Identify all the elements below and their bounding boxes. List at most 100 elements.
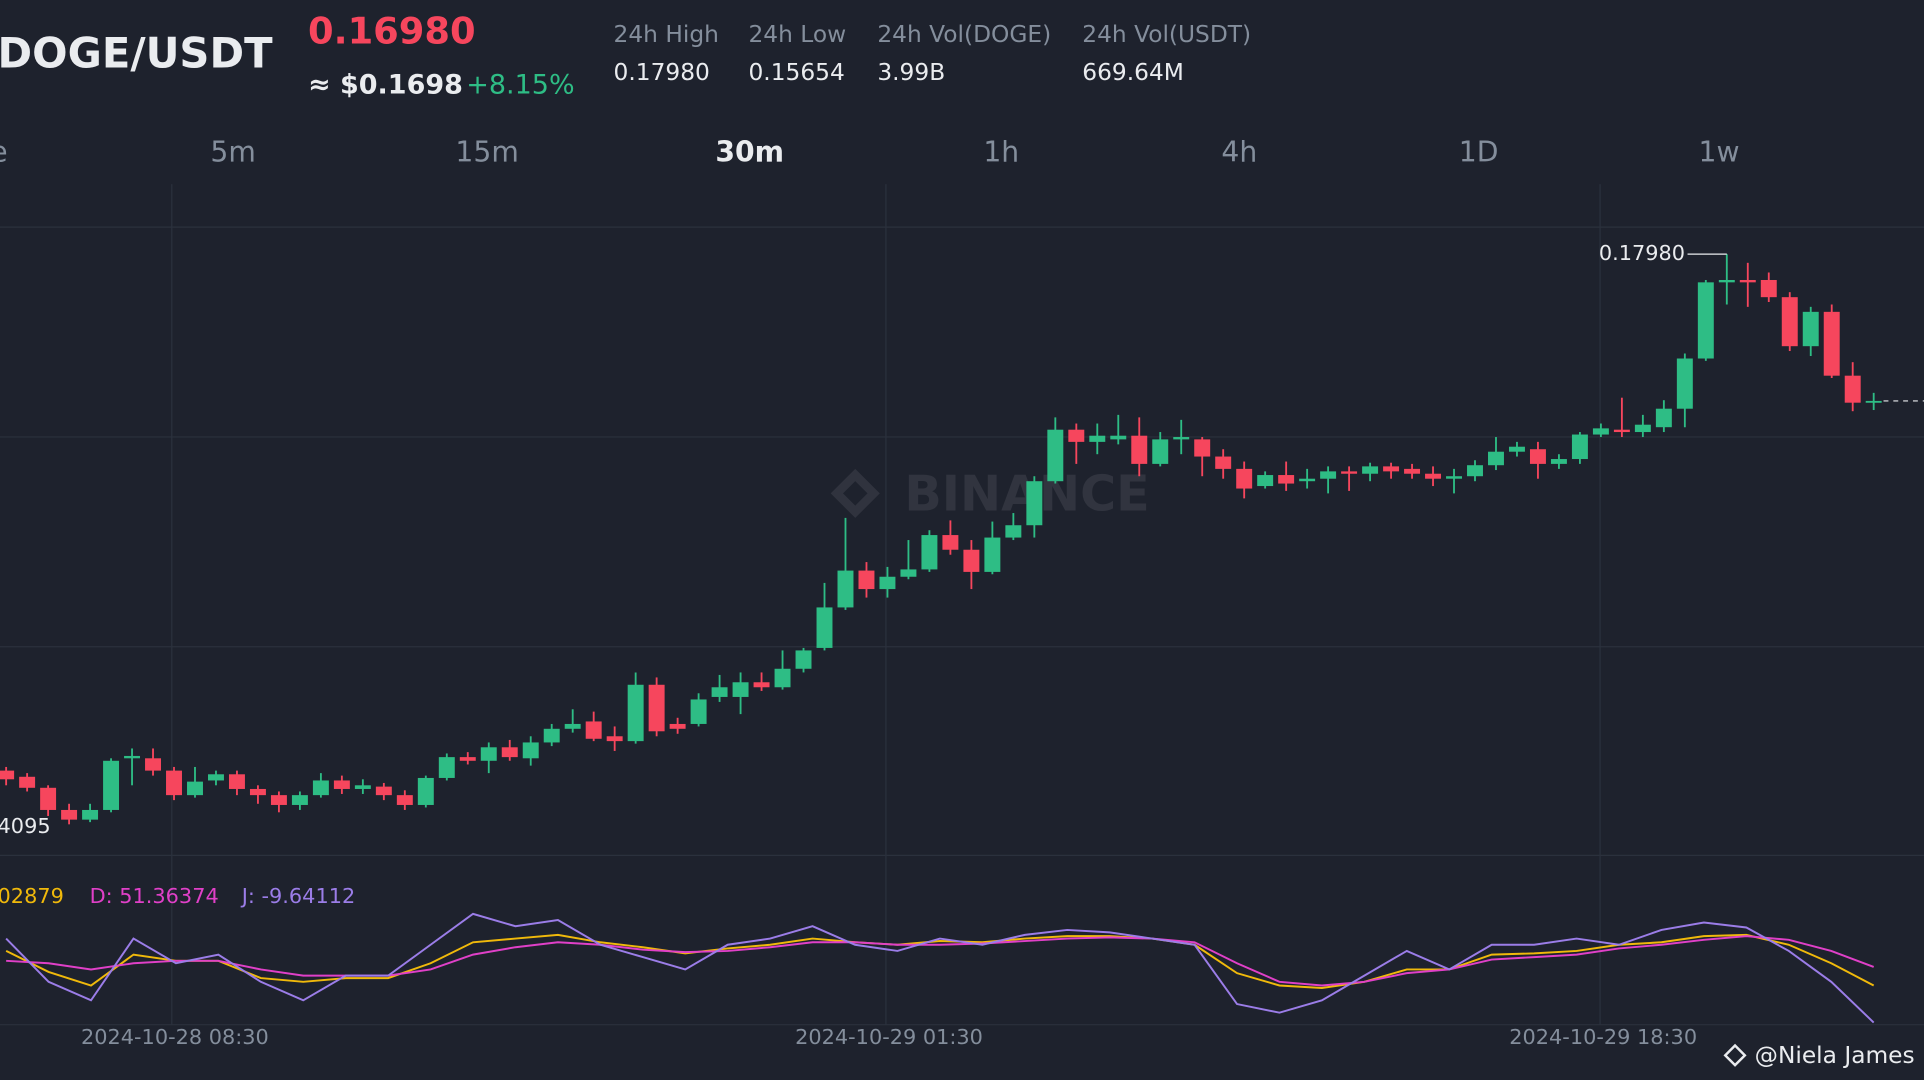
candle-body xyxy=(1802,311,1819,347)
candle-body xyxy=(1844,375,1861,403)
candle-body xyxy=(774,668,791,688)
candle-body xyxy=(333,780,350,789)
candle-body xyxy=(417,777,434,805)
candle-body xyxy=(1383,466,1400,472)
candle-body xyxy=(396,795,413,805)
timeframe-tab[interactable]: 30m xyxy=(715,135,784,168)
stat-value: 0.15654 xyxy=(748,59,844,86)
candle-body xyxy=(1739,279,1756,283)
candle-body xyxy=(270,795,287,805)
candle-body xyxy=(1529,449,1546,464)
stat-value: 669.64M xyxy=(1082,59,1184,86)
candle-body xyxy=(207,774,224,781)
indicator-line xyxy=(5,933,1875,989)
candle-body xyxy=(1236,468,1253,489)
candle-body xyxy=(1173,437,1190,440)
candle-body xyxy=(82,809,99,820)
candle-body xyxy=(291,795,308,805)
candle-body xyxy=(1508,446,1525,452)
candle-body xyxy=(1613,429,1630,433)
candle-body xyxy=(606,736,623,742)
candle-body xyxy=(1760,279,1777,298)
candle-body xyxy=(438,757,455,778)
candle-body xyxy=(1362,466,1379,474)
candle-body xyxy=(249,788,266,796)
candle-body xyxy=(1655,408,1672,428)
candle-body xyxy=(627,684,644,742)
low-label: 4095 xyxy=(0,814,51,838)
pair: DOGE/USDT xyxy=(0,29,273,78)
candle-body xyxy=(795,650,812,669)
candle-body xyxy=(0,770,15,780)
timeframe-tab[interactable]: 1h xyxy=(983,135,1019,168)
timeframe-tab[interactable]: 5m xyxy=(210,135,255,168)
candle-body xyxy=(1194,439,1211,457)
candle-body xyxy=(459,757,476,761)
x-label: 2024-10-29 01:30 xyxy=(795,1025,983,1049)
timeframe-tab[interactable]: 1w xyxy=(1699,135,1740,168)
candle-body xyxy=(942,535,959,550)
candle-body xyxy=(837,570,854,608)
candle-body xyxy=(1299,478,1316,482)
candle-body xyxy=(921,535,938,570)
last-price: 0.16980 xyxy=(308,10,476,53)
candle-body xyxy=(501,747,518,758)
candle-body xyxy=(1068,429,1085,442)
timeframe-tab[interactable]: e xyxy=(0,135,8,168)
candle-body xyxy=(879,576,896,590)
candle-body xyxy=(103,760,120,810)
candle-body xyxy=(858,570,875,590)
candle-body xyxy=(1781,297,1798,347)
usd-price: ≈ $0.1698 xyxy=(308,69,463,100)
candles: 0.17980 4095 xyxy=(0,241,1924,838)
stat-label: 24h High xyxy=(614,21,719,48)
candle-body xyxy=(564,723,581,729)
candle-body xyxy=(61,809,78,820)
timeframe-tab[interactable]: 1D xyxy=(1459,135,1499,168)
candle-body xyxy=(1697,282,1714,359)
indicator-legend: J: -9.64112 xyxy=(240,884,356,908)
timeframe-tab[interactable]: 15m xyxy=(455,135,518,168)
candle-body xyxy=(1257,475,1274,487)
candle-body xyxy=(19,776,36,788)
candle-body xyxy=(124,755,141,759)
candle-body xyxy=(166,770,182,796)
credit-text: @Niela James xyxy=(1755,1042,1915,1069)
tabs: e 5m 15m 30m 1h 4h 1D 1w xyxy=(0,135,1740,168)
candle-body xyxy=(1865,400,1882,403)
stat-label: 24h Vol(USDT) xyxy=(1082,21,1251,48)
candle-body xyxy=(480,747,497,761)
candle-body xyxy=(585,721,602,739)
candle-body xyxy=(354,785,371,789)
candle-body xyxy=(1320,471,1337,479)
candle-body xyxy=(1425,473,1442,479)
candle-body xyxy=(522,742,539,759)
candle-body xyxy=(1592,428,1609,435)
timeframe-tab[interactable]: 4h xyxy=(1221,135,1257,168)
candle-body xyxy=(1467,465,1483,477)
candle-body xyxy=(1341,471,1358,474)
candle-body xyxy=(312,780,329,796)
stat-value: 0.17980 xyxy=(614,59,710,86)
candle-body xyxy=(1278,475,1295,484)
candle-body xyxy=(1110,435,1127,440)
indicator: 02879 D: 51.36374 J: -9.64112 xyxy=(0,884,1875,1024)
candle-body xyxy=(669,723,686,729)
candle-body xyxy=(1215,456,1232,469)
candle-body xyxy=(1446,476,1462,479)
change: +8.15% xyxy=(466,69,574,100)
high-label: 0.17980 xyxy=(1599,241,1685,265)
candle-body xyxy=(753,682,770,688)
candle-body xyxy=(984,537,1001,572)
indicator-line xyxy=(6,935,1875,987)
stat-value: 3.99B xyxy=(877,59,945,86)
candle-body xyxy=(963,549,980,572)
stats: 24h High 0.17980 24h Low 0.15654 24h Vol(DOG… xyxy=(614,21,1252,86)
candle-body xyxy=(1634,424,1651,433)
candle-body xyxy=(543,728,560,743)
candle-body xyxy=(1005,525,1022,538)
candle-body xyxy=(40,787,57,810)
stat-label: 24h Vol(DOGE) xyxy=(877,21,1051,48)
x-label: 2024-10-29 18:30 xyxy=(1509,1025,1697,1049)
